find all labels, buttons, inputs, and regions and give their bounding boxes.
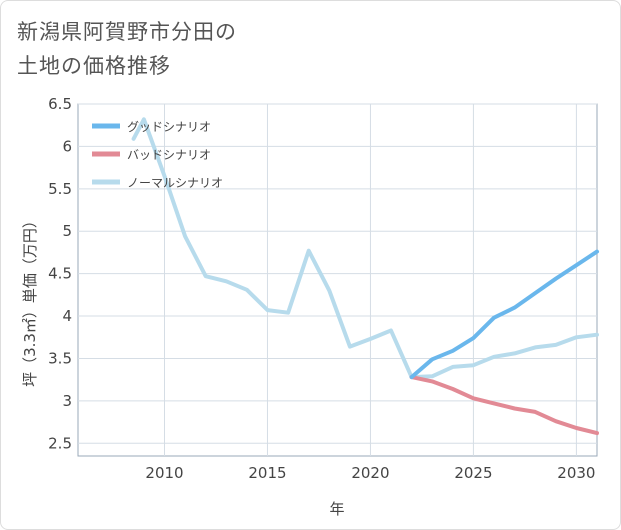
y-tick-label: 6.5 [48, 95, 72, 113]
series-line-0 [409, 249, 599, 380]
series-line-2 [131, 117, 599, 380]
x-tick-label: 2030 [557, 464, 595, 482]
y-tick-label: 4 [62, 307, 72, 325]
y-tick-label: 2.5 [48, 434, 72, 452]
y-tick-label: 3 [62, 392, 72, 410]
y-tick-label: 5.5 [48, 180, 72, 198]
y-tick-label: 4.5 [48, 265, 72, 283]
legend-label-1: バッドシナリオ [127, 148, 211, 162]
legend-label-2: ノーマルシナリオ [127, 176, 223, 190]
x-tick-label: 2025 [454, 464, 492, 482]
y-tick-label: 5 [62, 222, 72, 240]
x-axis-title: 年 [329, 500, 344, 518]
chart-title-line-1: 新潟県阿賀野市分田の [17, 20, 237, 44]
x-tick-label: 2010 [145, 464, 183, 482]
legend-label-0: グッドシナリオ [127, 120, 211, 134]
x-axis-ticks: 2010 2015 2020 2025 2030 [145, 464, 595, 482]
y-axis-title: 坪（3.3㎡）単価（万円） [21, 213, 39, 387]
x-tick-label: 2020 [351, 464, 389, 482]
y-axis-ticks: 2.5 3 3.5 4 4.5 5 5.5 6 6.5 [48, 95, 72, 452]
y-tick-label: 3.5 [48, 349, 72, 367]
chart-title-line-2: 土地の価格推移 [17, 54, 171, 78]
y-tick-label: 6 [62, 137, 72, 155]
x-tick-label: 2015 [248, 464, 286, 482]
series-lines [131, 117, 599, 436]
series-line-1 [409, 375, 599, 436]
chart-title: 新潟県阿賀野市分田の 土地の価格推移 [17, 15, 457, 83]
